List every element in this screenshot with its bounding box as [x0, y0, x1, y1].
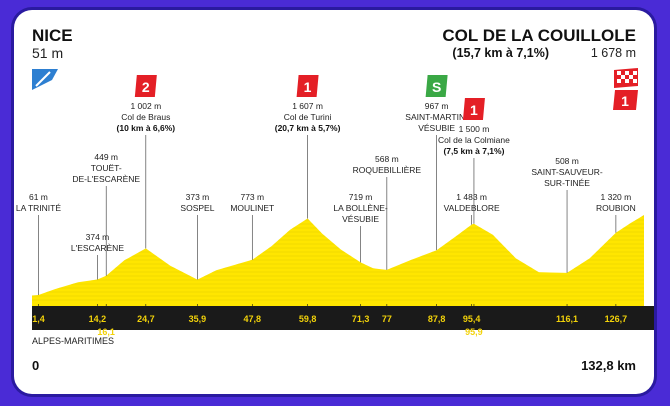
point-altitude: 967 m — [425, 101, 449, 111]
km-marker-label: 1,4 — [32, 314, 45, 324]
point-climb: (7,5 km à 7,1%) — [443, 146, 504, 156]
distance-start: 0 — [32, 358, 39, 373]
point-climb: (10 km à 6,6%) — [117, 123, 176, 133]
point-altitude: 1 320 m — [601, 192, 632, 202]
point-altitude: 373 m — [186, 192, 210, 202]
finish-climb-badge: 1 — [613, 90, 638, 110]
point-annotation: 374 mL'ESCARÈNE — [71, 232, 124, 280]
point-name: L'ESCARÈNE — [71, 243, 124, 253]
point-name: ROUBION — [596, 203, 636, 213]
point-name: VÉSUBIE — [418, 123, 455, 133]
point-name: ROQUEBILLIÈRE — [353, 165, 422, 175]
point-name: Col de Turini — [284, 112, 332, 122]
point-altitude: 1 483 m — [456, 192, 487, 202]
finish-flag-icon — [614, 68, 638, 88]
point-altitude: 1 500 m — [459, 124, 490, 134]
point-name: LA BOLLÈNE- — [333, 203, 388, 213]
point-name: Col de Braus — [121, 112, 170, 122]
badge-label: 1 — [470, 102, 478, 118]
point-name: VÉSUBIE — [342, 214, 379, 224]
stage-profile-card: NICE 51 m COL DE LA COUILLOLE (15,7 km à… — [14, 10, 654, 394]
point-climb: (20,7 km à 5,7%) — [275, 123, 341, 133]
point-name: SOSPEL — [180, 203, 214, 213]
point-altitude: 1 002 m — [130, 101, 161, 111]
km-marker-label: 59,8 — [299, 314, 317, 324]
climb-badge-icon: 1 — [462, 98, 485, 120]
start-arrow-icon — [35, 71, 51, 87]
point-altitude: 1 607 m — [292, 101, 323, 111]
badge-label: 2 — [142, 79, 150, 95]
region-label: ALPES-MARITIMES — [32, 336, 114, 346]
finish-climb-category: 1 — [621, 93, 629, 109]
sprint-badge-icon: S — [425, 75, 448, 97]
point-name: LA TRINITÉ — [16, 203, 62, 213]
point-name: DE-L'ESCARÈNE — [72, 174, 140, 184]
point-annotation: 719 mLA BOLLÈNE-VÉSUBIE — [333, 192, 388, 263]
point-name: SUR-TINÉE — [544, 178, 590, 188]
km-marker-label: 126,7 — [605, 314, 628, 324]
badge-label: S — [432, 79, 441, 95]
km-marker-label: 71,3 — [352, 314, 370, 324]
finish-altitude: 1 678 m — [591, 46, 636, 60]
point-name: Col de la Colmiane — [438, 135, 510, 145]
start-flag-icon — [32, 69, 58, 90]
km-marker-label: 16,1 — [97, 327, 115, 337]
point-annotation: 61 mLA TRINITÉ — [16, 192, 62, 295]
km-marker-label: 95,4 — [463, 314, 481, 324]
finish-name: COL DE LA COUILLOLE — [442, 26, 636, 45]
elevation-profile-chart: NICE 51 m COL DE LA COUILLOLE (15,7 km à… — [16, 26, 654, 373]
point-name: SAINT-MARTIN- — [405, 112, 468, 122]
point-name: MOULINET — [230, 203, 274, 213]
point-altitude: 719 m — [349, 192, 373, 202]
km-labels: 1,4 14,2 16,1 24,7 35,9 47,8 59,8 71,3 77 87,8 95,… — [32, 304, 627, 337]
point-altitude: 61 m — [29, 192, 48, 202]
finish-climb: (15,7 km à 7,1%) — [452, 46, 549, 60]
km-marker-label: 35,9 — [189, 314, 207, 324]
point-altitude: 773 m — [240, 192, 264, 202]
climb-badge-icon: 1 — [296, 75, 319, 97]
point-name: TOUËT- — [91, 163, 122, 173]
km-marker-label: 47,8 — [244, 314, 262, 324]
climb-badge-icon: 2 — [134, 75, 157, 97]
point-altitude: 449 m — [94, 152, 118, 162]
point-altitude: 508 m — [555, 156, 579, 166]
km-marker-label: 24,7 — [137, 314, 155, 324]
point-name: VALDEBLORE — [444, 203, 500, 213]
km-marker-label: 77 — [382, 314, 392, 324]
point-altitude: 568 m — [375, 154, 399, 164]
elevation-area — [32, 215, 644, 306]
point-altitude: 374 m — [86, 232, 110, 242]
km-band — [32, 306, 654, 330]
distance-end: 132,8 km — [581, 358, 636, 373]
km-marker-label: 95,9 — [465, 327, 483, 337]
km-marker-label: 14,2 — [89, 314, 107, 324]
start-name: NICE — [32, 26, 73, 45]
km-marker-label: 116,1 — [556, 314, 578, 324]
point-name: SAINT-SAUVEUR- — [531, 167, 602, 177]
badge-label: 1 — [304, 79, 312, 95]
start-altitude: 51 m — [32, 45, 63, 61]
km-marker-label: 87,8 — [428, 314, 446, 324]
